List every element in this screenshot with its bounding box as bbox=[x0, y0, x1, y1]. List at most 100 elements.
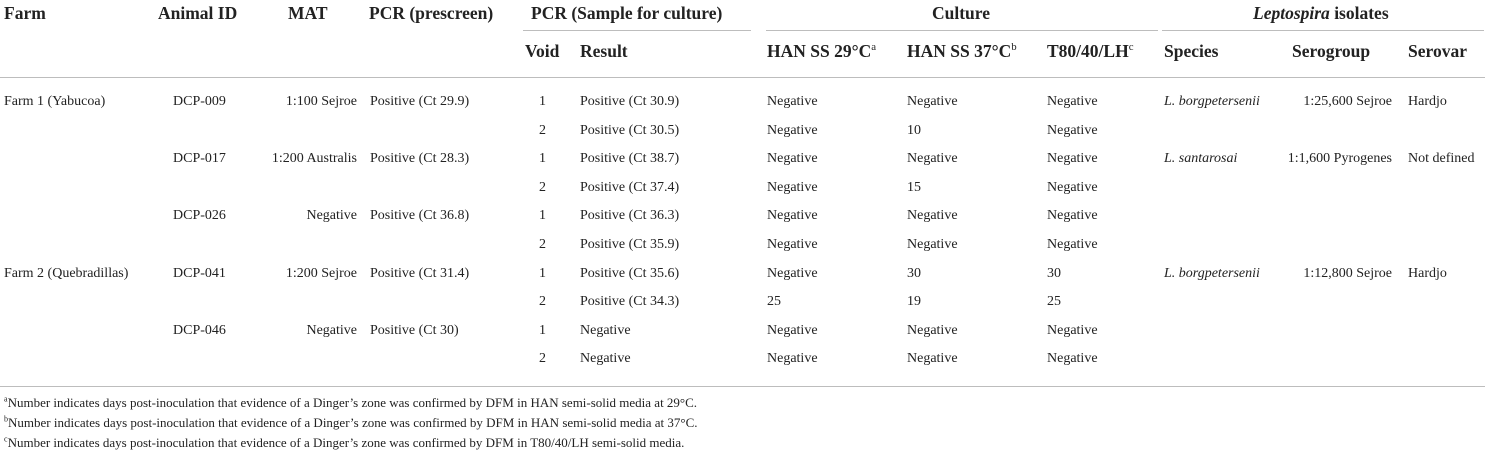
col-header-serovar: Serovar bbox=[1408, 41, 1467, 61]
group-header-culture: Culture bbox=[931, 3, 990, 23]
col-header-void: Void bbox=[525, 41, 560, 61]
cell-han37: 10 bbox=[907, 122, 921, 138]
cell-pcr-prescreen: Positive (Ct 29.9) bbox=[370, 94, 470, 109]
footnote-ref-a: a bbox=[871, 41, 877, 54]
col-header-serogroup: Serogroup bbox=[1292, 41, 1371, 61]
cell-t80: 30 bbox=[1047, 265, 1061, 281]
cell-void: 2 bbox=[539, 351, 546, 367]
footnote-ref-c: c bbox=[1128, 41, 1134, 54]
header-bottom-rule bbox=[0, 77, 1485, 78]
isolates-group-rule bbox=[1162, 30, 1484, 31]
col-header-t80: T80/40/LHc bbox=[1047, 41, 1134, 61]
cell-pcr-prescreen: Positive (Ct 36.8) bbox=[370, 208, 470, 224]
cell-han37: 15 bbox=[907, 179, 921, 195]
group-header-pcr-culture: PCR (Sample for culture) bbox=[531, 3, 723, 23]
cell-void: 1 bbox=[539, 94, 546, 109]
col-header-mat: MAT bbox=[288, 3, 328, 23]
footnote-c-mark: c bbox=[4, 434, 8, 444]
cell-void: 2 bbox=[539, 122, 546, 138]
cell-t80: Negative bbox=[1047, 94, 1098, 109]
cell-result: Positive (Ct 35.9) bbox=[580, 237, 680, 252]
cell-mat: 1:200 Australis bbox=[271, 151, 357, 167]
col-header-han37-label: HAN SS 37°C bbox=[907, 41, 1012, 61]
cell-animal-id: DCP-017 bbox=[173, 151, 226, 167]
cell-han37: Negative bbox=[907, 151, 958, 167]
cell-result: Negative bbox=[580, 351, 631, 367]
col-header-farm: Farm bbox=[4, 3, 46, 23]
cell-han37: Negative bbox=[907, 322, 958, 338]
cell-serovar: Not defined bbox=[1408, 151, 1475, 167]
cell-void: 1 bbox=[539, 322, 546, 338]
cell-farm: Farm 1 (Yabucoa) bbox=[4, 94, 106, 109]
footnote-b-text: Number indicates days post-inoculation t… bbox=[8, 415, 698, 430]
footnote-c-text: Number indicates days post-inoculation t… bbox=[7, 435, 685, 450]
cell-species: L. santarosai bbox=[1164, 151, 1238, 167]
pcr-culture-group-rule bbox=[523, 30, 751, 31]
cell-result: Positive (Ct 36.3) bbox=[580, 208, 680, 224]
cell-farm: Farm 2 (Quebradillas) bbox=[4, 265, 129, 281]
col-header-result: Result bbox=[580, 41, 628, 61]
cell-t80: Negative bbox=[1047, 122, 1098, 138]
cell-species: L. borgpetersenii bbox=[1164, 265, 1260, 281]
cell-han29: 25 bbox=[767, 294, 781, 310]
cell-t80: Negative bbox=[1047, 151, 1098, 167]
group-header-leptospira-genus: Leptospira bbox=[1253, 3, 1330, 23]
group-header-leptospira-isolates: Leptospira isolates bbox=[1253, 3, 1389, 23]
cell-pcr-prescreen: Positive (Ct 28.3) bbox=[370, 151, 470, 167]
cell-han29: Negative bbox=[767, 122, 818, 138]
col-header-han37: HAN SS 37°Cb bbox=[907, 41, 1017, 61]
cell-result: Negative bbox=[580, 322, 631, 338]
cell-animal-id: DCP-009 bbox=[173, 94, 226, 109]
col-header-animal-id: Animal ID bbox=[158, 3, 238, 23]
cell-han37: Negative bbox=[907, 94, 958, 109]
cell-serogroup: 1:25,600 Sejroe bbox=[1303, 94, 1392, 109]
cell-void: 1 bbox=[539, 265, 546, 281]
cell-void: 1 bbox=[539, 208, 546, 224]
cell-t80: Negative bbox=[1047, 351, 1098, 367]
cell-serogroup: 1:12,800 Sejroe bbox=[1303, 265, 1392, 281]
cell-serovar: Hardjo bbox=[1408, 265, 1447, 281]
cell-han29: Negative bbox=[767, 94, 818, 109]
footnote-a-text: Number indicates days post-inoculation t… bbox=[7, 395, 698, 410]
footnote-b: bNumber indicates days post-inoculation … bbox=[4, 415, 698, 431]
cell-han29: Negative bbox=[767, 351, 818, 367]
col-header-han29-label: HAN SS 29°C bbox=[767, 41, 872, 61]
cell-han37: Negative bbox=[907, 351, 958, 367]
group-header-isolates-suffix: isolates bbox=[1329, 3, 1389, 23]
cell-result: Positive (Ct 37.4) bbox=[580, 179, 680, 195]
cell-animal-id: DCP-026 bbox=[173, 208, 226, 224]
cell-han29: Negative bbox=[767, 265, 818, 281]
cell-t80: 25 bbox=[1047, 294, 1061, 310]
cell-han29: Negative bbox=[767, 151, 818, 167]
cell-han29: Negative bbox=[767, 237, 818, 252]
culture-group-rule bbox=[766, 30, 1158, 31]
cell-han37: 30 bbox=[907, 265, 921, 281]
cell-t80: Negative bbox=[1047, 179, 1098, 195]
cell-species: L. borgpetersenii bbox=[1164, 94, 1260, 109]
cell-t80: Negative bbox=[1047, 322, 1098, 338]
col-header-pcr-prescreen: PCR (prescreen) bbox=[369, 3, 494, 23]
cell-mat: Negative bbox=[306, 208, 357, 224]
cell-pcr-prescreen: Positive (Ct 31.4) bbox=[370, 265, 470, 281]
cell-han29: Negative bbox=[767, 179, 818, 195]
table-bottom-rule bbox=[0, 386, 1485, 387]
cell-han29: Negative bbox=[767, 208, 818, 224]
cell-han37: Negative bbox=[907, 237, 958, 252]
cell-serovar: Hardjo bbox=[1408, 94, 1447, 109]
cell-result: Positive (Ct 35.6) bbox=[580, 265, 680, 281]
cell-result: Positive (Ct 34.3) bbox=[580, 294, 680, 310]
cell-void: 2 bbox=[539, 179, 546, 195]
cell-pcr-prescreen: Positive (Ct 30) bbox=[370, 322, 459, 338]
cell-result: Positive (Ct 38.7) bbox=[580, 151, 680, 167]
cell-han37: Negative bbox=[907, 208, 958, 224]
col-header-t80-label: T80/40/LH bbox=[1047, 41, 1129, 61]
cell-mat: 1:100 Sejroe bbox=[285, 94, 357, 109]
footnote-c: cNumber indicates days post-inoculation … bbox=[4, 435, 684, 451]
cell-mat: Negative bbox=[306, 322, 357, 338]
cell-han37: 19 bbox=[907, 294, 921, 310]
cell-t80: Negative bbox=[1047, 208, 1098, 224]
cell-mat: 1:200 Sejroe bbox=[285, 265, 357, 281]
cell-result: Positive (Ct 30.9) bbox=[580, 94, 680, 109]
cell-serogroup: 1:1,600 Pyrogenes bbox=[1287, 151, 1392, 167]
col-header-species: Species bbox=[1164, 41, 1219, 61]
